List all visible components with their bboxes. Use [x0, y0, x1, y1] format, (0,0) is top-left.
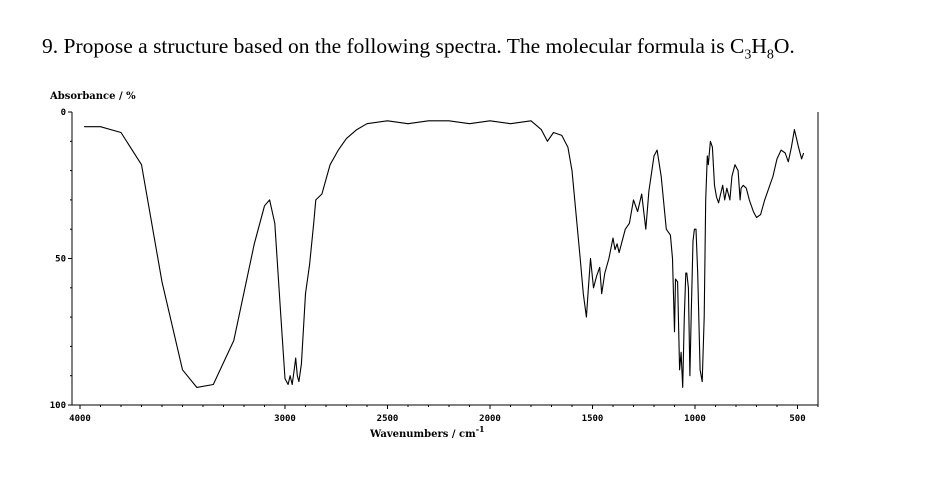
x-tick-label: 2000 [479, 414, 501, 424]
x-axis-title: Wavenumbers / cm-1 [369, 424, 485, 440]
y-tick-label: 100 [50, 401, 66, 411]
y-tick-label: 50 [55, 255, 66, 265]
question-mid: H [751, 34, 767, 58]
question-subscript-2: 8 [766, 47, 774, 63]
question-text: 9. Propose a structure based on the foll… [42, 34, 795, 63]
y-tick-label: 0 [61, 108, 66, 118]
x-tick-label: 1500 [582, 414, 604, 424]
x-axis-title-main: Wavenumbers / cm [369, 429, 476, 440]
spectrum-line [84, 120, 805, 388]
question-subscript-1: 3 [744, 47, 752, 63]
x-tick-label: 1000 [684, 414, 706, 424]
x-tick-label: 3000 [274, 414, 296, 424]
x-tick-label: 2500 [377, 414, 399, 424]
y-axis-title: Absorbance / % [49, 91, 136, 102]
question-prefix: 9. Propose a structure based on the foll… [42, 34, 745, 58]
question-suffix: O. [773, 34, 795, 58]
x-tick-label: 500 [789, 414, 805, 424]
x-axis-title-sup: -1 [476, 424, 485, 434]
x-tick-label: 4000 [69, 414, 91, 424]
